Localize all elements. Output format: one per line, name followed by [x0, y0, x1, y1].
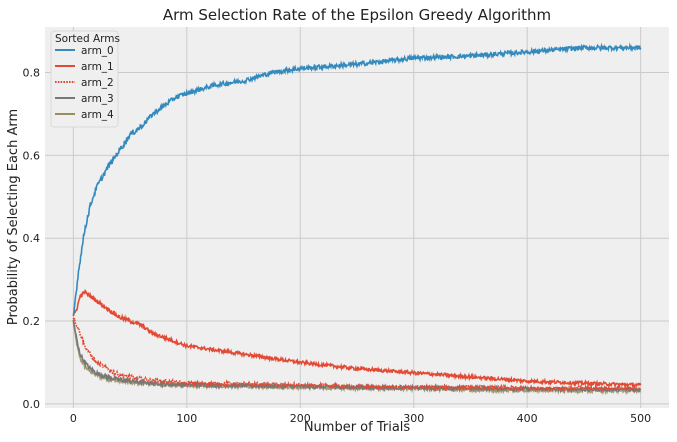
x-axis-label: Number of Trials: [304, 420, 411, 435]
y-axis-label: Probability of Selecting Each Arm: [6, 109, 21, 325]
legend-items: arm_0 arm_1 arm_2 arm_3 arm_4: [55, 45, 114, 121]
chart-title: Arm Selection Rate of the Epsilon Greedy…: [163, 6, 551, 24]
y-tick-label: 0.6: [23, 149, 41, 162]
legend-label-arm_1: arm_1: [81, 61, 114, 73]
x-tick-label: 500: [630, 412, 651, 425]
y-tick-label: 0.2: [23, 315, 41, 328]
y-tick-label: 0.8: [23, 67, 41, 80]
y-tick-label: 0.4: [23, 232, 41, 245]
legend-label-arm_4: arm_4: [81, 109, 114, 121]
x-tick-label: 100: [176, 412, 197, 425]
grid: [45, 27, 669, 408]
series-line-arm_1: [72, 288, 642, 389]
series-group: [72, 42, 642, 396]
series-line-arm_2: [72, 317, 641, 393]
plot-background: [45, 27, 669, 408]
legend-title: Sorted Arms: [55, 33, 120, 45]
ticks: 0 100 200 300 400 500 0.0 0.2 0.4 0.6 0.8: [23, 67, 652, 425]
x-tick-label: 300: [403, 412, 424, 425]
legend-box: [50, 30, 119, 128]
x-tick-label: 200: [290, 412, 311, 425]
legend: Sorted Arms arm_0 arm_1 arm_2 arm_3 arm_4: [50, 30, 120, 128]
legend-label-arm_3: arm_3: [81, 93, 114, 105]
legend-label-arm_0: arm_0: [81, 45, 114, 57]
x-tick-label: 0: [70, 412, 77, 425]
series-line-arm_0: [72, 42, 642, 316]
legend-label-arm_2: arm_2: [81, 77, 114, 89]
y-tick-label: 0.0: [23, 398, 41, 411]
x-tick-label: 400: [517, 412, 538, 425]
